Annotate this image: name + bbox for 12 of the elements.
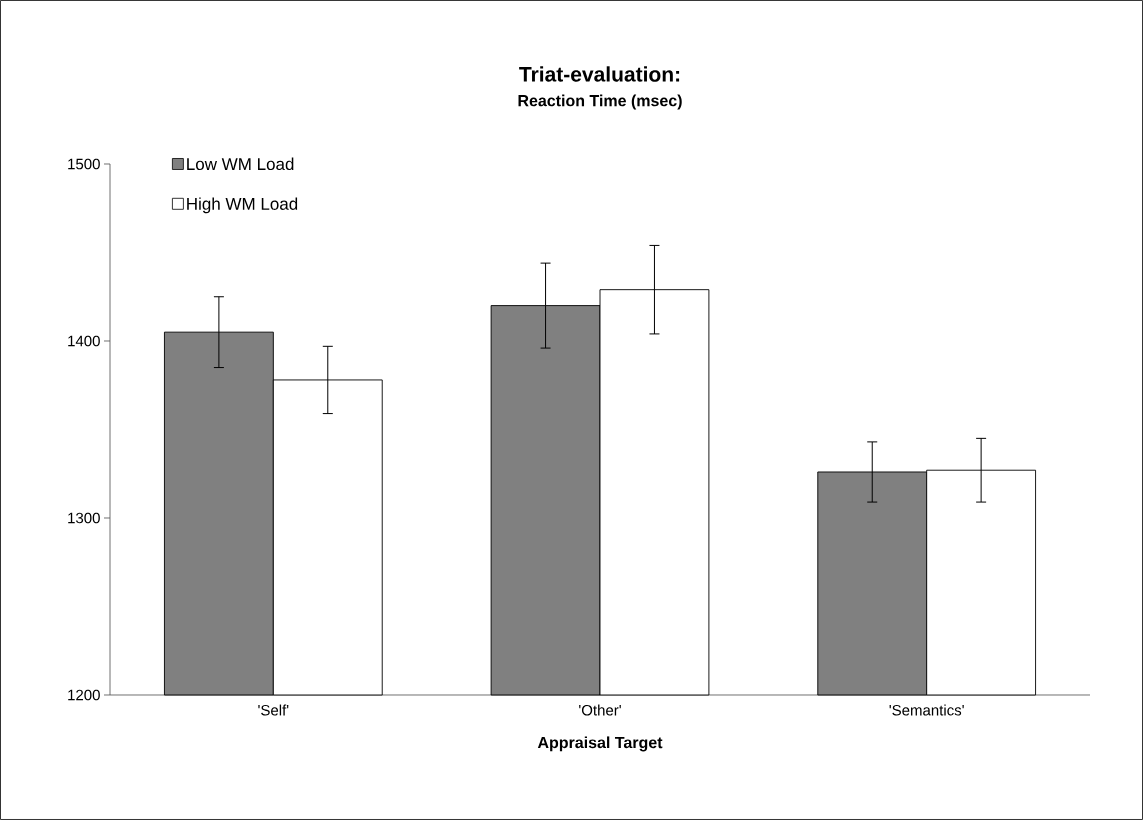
y-tick-label: 1400 <box>68 335 100 347</box>
y-tick-label: 1500 <box>68 158 100 170</box>
y-tick-label: 1200 <box>68 689 100 701</box>
x-tick-label: 'Other' <box>579 704 621 716</box>
y-tick-label: 1300 <box>68 512 100 524</box>
x-axis-title: Appraisal Target <box>537 736 663 752</box>
x-tick-label: 'Self' <box>258 704 289 716</box>
legend-label: Low WM Load <box>187 157 294 171</box>
chart-title: Triat-evaluation: <box>519 66 680 82</box>
x-tick-label: 'Semantics' <box>889 704 964 716</box>
chart-subtitle: Reaction Time (msec) <box>518 94 682 110</box>
legend-label: High WM Load <box>187 197 298 214</box>
